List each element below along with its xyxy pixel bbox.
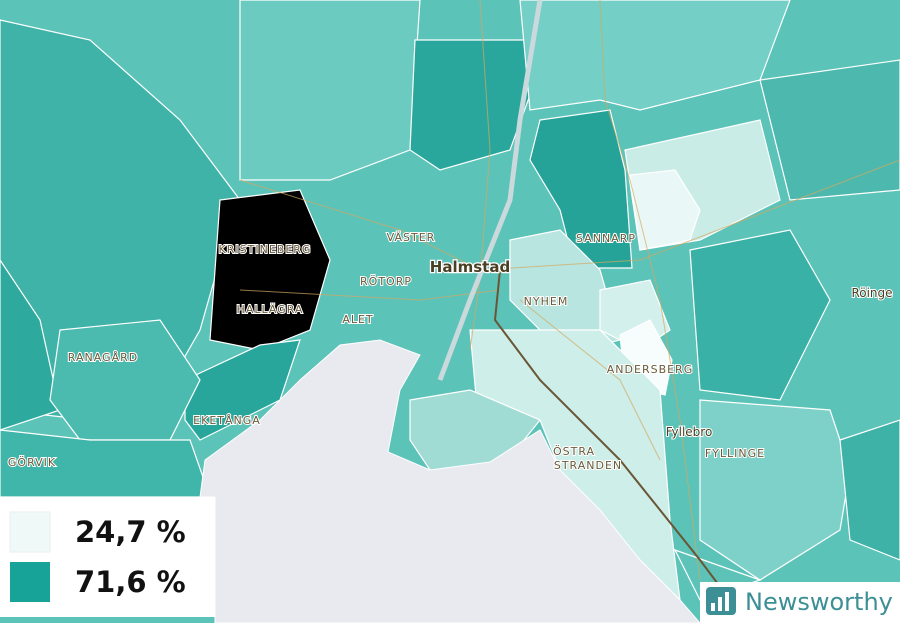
place-label: NYHEM — [524, 295, 569, 308]
place-label: SANNARP — [576, 232, 636, 245]
legend-label: 24,7 % — [75, 515, 186, 549]
place-label: VÄSTER — [387, 231, 436, 244]
areas — [0, 0, 900, 602]
legend-swatch — [9, 511, 51, 553]
brand-icon — [706, 587, 736, 615]
place-label: RANAGÅRD — [68, 351, 138, 364]
place-label: Fyllebro — [666, 425, 713, 439]
roads — [239, 0, 900, 601]
brand: Newsworthy — [745, 588, 893, 616]
place-label: Röinge — [851, 286, 892, 300]
city-label: Halmstad — [430, 258, 510, 276]
water — [199, 339, 701, 623]
place-label: ÖSTRA — [553, 445, 595, 458]
place-label: STRANDEN — [554, 459, 622, 472]
place-label: ALET — [342, 313, 373, 326]
place-label: EKETÅNGA — [193, 414, 261, 427]
place-label: KRISTINEBERG — [219, 243, 312, 256]
place-label: RÖTORP — [360, 275, 412, 288]
legend-swatch — [10, 562, 50, 602]
place-label: GÖRVIK — [8, 456, 56, 469]
legend-label: 71,6 % — [75, 565, 186, 599]
place-label: FYLLINGE — [705, 447, 765, 460]
place-label: ANDERSBERG — [607, 363, 693, 376]
place-label: HALLÄGRA — [237, 303, 304, 316]
